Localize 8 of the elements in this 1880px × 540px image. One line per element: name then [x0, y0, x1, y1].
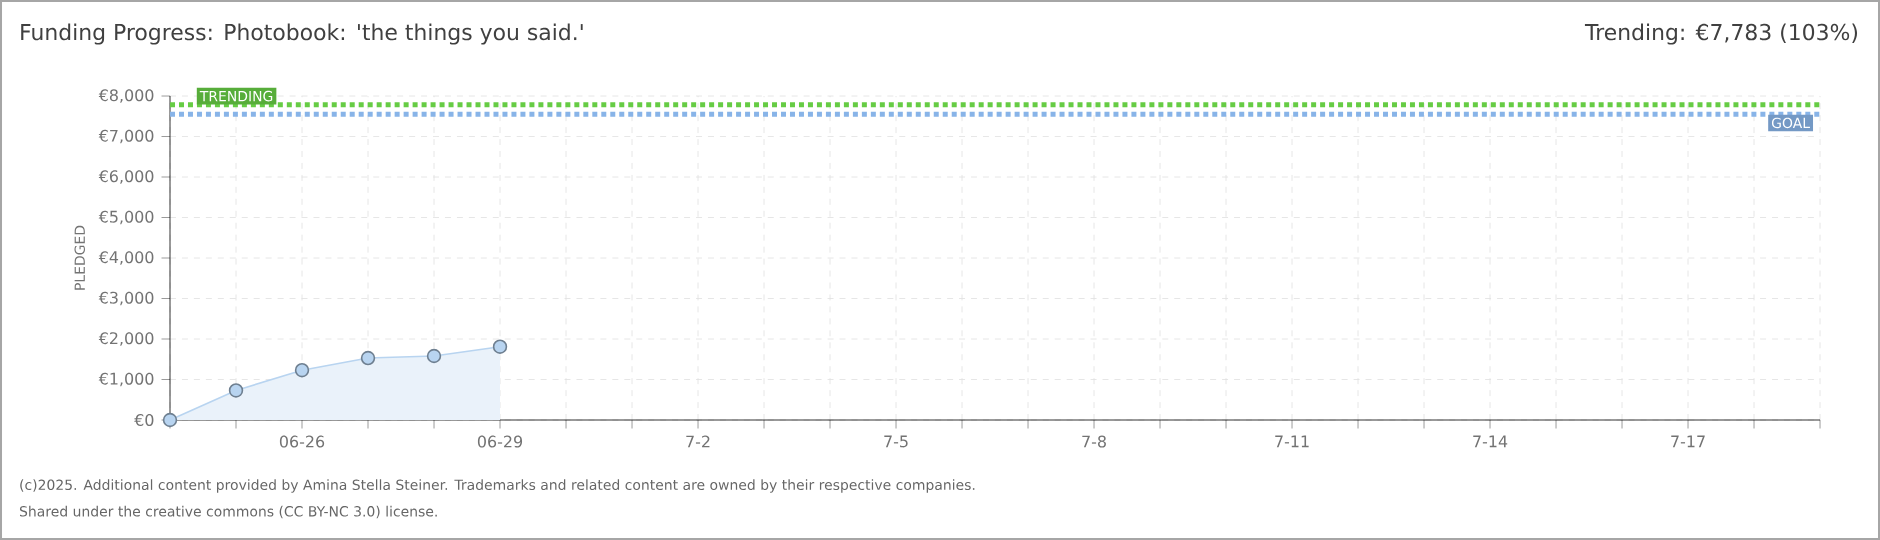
point — [426, 348, 442, 364]
point — [492, 339, 508, 354]
point — [294, 362, 310, 378]
point — [228, 383, 244, 398]
point — [360, 350, 376, 366]
chart-subtitle: Trending: €7,783 (103%) — [1584, 23, 1858, 45]
chart-title: Funding Progress: Photobook: 'the things you said.' — [21, 23, 583, 45]
point — [162, 412, 178, 428]
